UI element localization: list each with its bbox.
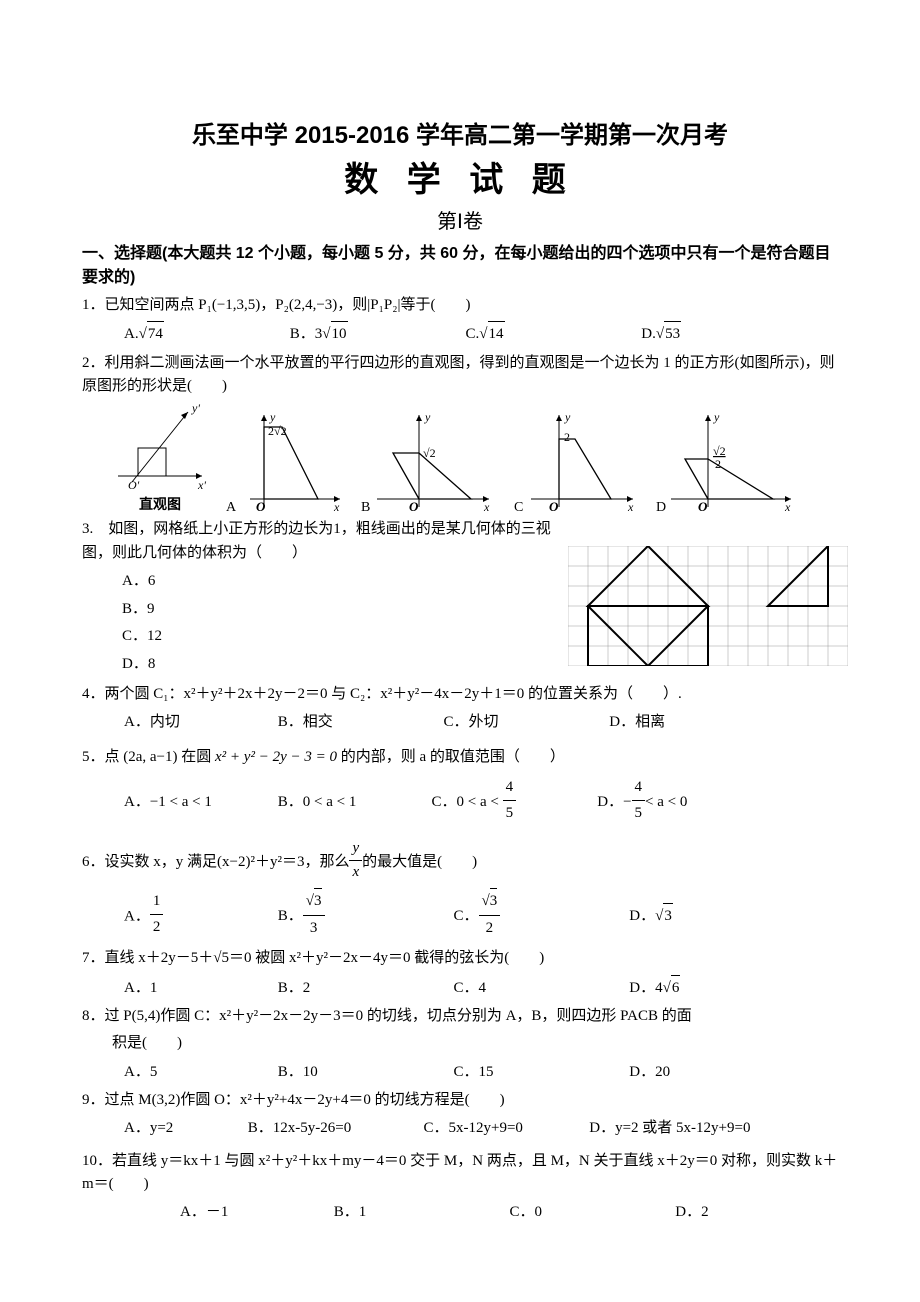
q4-stem: 4．两个圆 C₁：x²＋y²＋2x＋2y－2＝0 与 C₂：x²＋y²－4x－2… [82,683,838,706]
q5-opt-a: A．−1 < a < 1 [124,790,274,816]
svg-text:2√2: 2√2 [268,424,287,438]
title-sub: 数 学 试 题 [82,152,838,201]
svg-text:x: x [784,500,791,514]
q8-opt-a: A．5 [124,1060,274,1086]
title-part: 第Ⅰ卷 [82,205,838,234]
q7-stem: 7．直线 x＋2y－5＋√5＝0 被圆 x²＋y²－2x－4y＝0 截得的弦长为… [82,947,838,970]
svg-text:y: y [424,410,431,424]
svg-text:2: 2 [564,430,570,444]
q10-options: A．－1 B．1 C．0 D．2 [82,1200,838,1226]
q7-options: A．1 B．2 C．4 D．4√6 [82,975,838,1002]
q5-opt-d: D．−45 < a < 0 [597,777,687,829]
q6-opt-d: D．√3 [629,903,673,930]
svg-text:D: D [656,500,666,514]
q8-opt-b: B．10 [278,1060,450,1086]
svg-text:y: y [269,410,276,424]
q6-opt-b: B．√33 [278,890,450,943]
q10-opt-c: C．0 [510,1200,672,1226]
q6-opt-c: C．√32 [454,890,626,943]
q8-options: A．5 B．10 C．15 D．20 [82,1060,838,1086]
q9-stem: 9．过点 M(3,2)作圆 O：x²＋y²+4x－2y+4＝0 的切线方程是( … [82,1089,838,1112]
q2-opt-a-diagram: y 2√2 x O A [222,409,347,514]
q2-opt-c-diagram: y 2 x O C [511,409,641,514]
q7-opt-c: C．4 [454,976,626,1002]
q2-opt-d-diagram: y √2 2 x O D [653,409,798,514]
q1-opt-d: D.√53 [641,321,681,348]
q6-options: A．12 B．√33 C．√32 D．√3 [82,890,838,943]
q4-options: A．内切 B．相交 C．外切 D．相离 [82,710,838,736]
q1-opt-a: A.√74 [124,321,286,348]
svg-text:x: x [483,500,490,514]
q2-diagrams: y' x' O' 直观图 y 2√2 x O A [110,404,838,514]
q2-stem: 2．利用斜二测画法画一个水平放置的平行四边形的直观图，得到的直观图是一个边长为 … [82,352,838,399]
q8-opt-d: D．20 [629,1060,670,1086]
q4-opt-a: A．内切 [124,710,274,736]
svg-text:y: y [564,410,571,424]
q8-stem2: 积是( ) [82,1032,838,1055]
q6-stem: 6．设实数 x，y 满足(x−2)²＋y²＝3，那么yx的最大值是( ) [82,839,838,887]
q10-opt-d: D．2 [675,1200,708,1226]
q5-opt-c: C．0 < a < 45 [432,777,594,829]
q10-opt-a: A．－1 [180,1200,330,1226]
svg-text:y': y' [191,404,200,415]
q9-options: A．y=2 B．12x-5y-26=0 C．5x-12y+9=0 D．y=2 或… [82,1116,838,1142]
svg-text:√2: √2 [423,446,436,460]
page: 乐至中学 2015-2016 学年高二第一学期第一次月考 数 学 试 题 第Ⅰ卷… [0,0,920,1302]
svg-text:√2: √2 [713,444,726,458]
svg-text:x': x' [197,478,206,492]
q5-opt-b: B．0 < a < 1 [278,790,428,816]
svg-text:O: O [409,499,419,514]
q2-diagram-intuitive: y' x' O' 直观图 [110,404,210,514]
section-heading: 一、选择题(本大题共 12 个小题，每小题 5 分，共 60 分，在每小题给出的… [82,242,838,290]
svg-text:2: 2 [715,457,721,471]
q10-opt-b: B．1 [334,1200,506,1226]
q8-opt-c: C．15 [454,1060,626,1086]
svg-text:y: y [713,410,720,424]
svg-text:O: O [549,499,559,514]
q7-opt-b: B．2 [278,976,450,1002]
svg-text:O': O' [128,478,140,492]
svg-text:O: O [698,499,708,514]
q2-opt-b-diagram: y √2 x O B [359,409,499,514]
svg-text:C: C [514,500,523,514]
q3-three-view [568,546,848,666]
q4-opt-d: D．相离 [609,710,665,736]
title-main: 乐至中学 2015-2016 学年高二第一学期第一次月考 [82,115,838,150]
q7-opt-d: D．4√6 [629,975,680,1002]
q1-opt-c: C.√14 [466,321,638,348]
q2-caption: 直观图 [110,494,210,514]
q4-opt-c: C．外切 [444,710,606,736]
svg-text:O: O [256,499,266,514]
q9-opt-c: C．5x-12y+9=0 [424,1116,586,1142]
q5-options: A．−1 < a < 1 B．0 < a < 1 C．0 < a < 45 D．… [82,777,838,829]
svg-text:x: x [627,500,634,514]
svg-text:x: x [333,500,340,514]
q4-opt-b: B．相交 [278,710,440,736]
q7-opt-a: A．1 [124,976,274,1002]
svg-text:A: A [226,500,237,514]
q9-opt-d: D．y=2 或者 5x-12y+9=0 [589,1116,750,1142]
q1-options: A.√74 B．3√10 C.√14 D.√53 [82,321,838,348]
q6-opt-a: A．12 [124,891,274,943]
q9-opt-b: B．12x-5y-26=0 [248,1116,420,1142]
q10-stem: 10．若直线 y＝kx＋1 与圆 x²＋y²＋kx＋my－4＝0 交于 M，N … [82,1150,838,1197]
q3-stem: 3. 如图，网格纸上小正方形的边长为1，粗线画出的是某几何体的三视图，则此几何体… [82,518,838,679]
q1-stem: 1．已知空间两点 P₁(−1,3,5)，P₂(2,4,−3)，则|P₁P₂|等于… [82,294,838,317]
q8-stem: 8．过 P(5,4)作圆 C：x²＋y²－2x－2y－3＝0 的切线，切点分别为… [82,1005,838,1028]
svg-text:B: B [361,500,370,514]
q5-stem: 5．点 (2a, a−1) 在圆 x² + y² − 2y − 3 = 0 的内… [82,746,838,769]
q9-opt-a: A．y=2 [124,1116,244,1142]
q1-opt-b: B．3√10 [290,321,462,348]
